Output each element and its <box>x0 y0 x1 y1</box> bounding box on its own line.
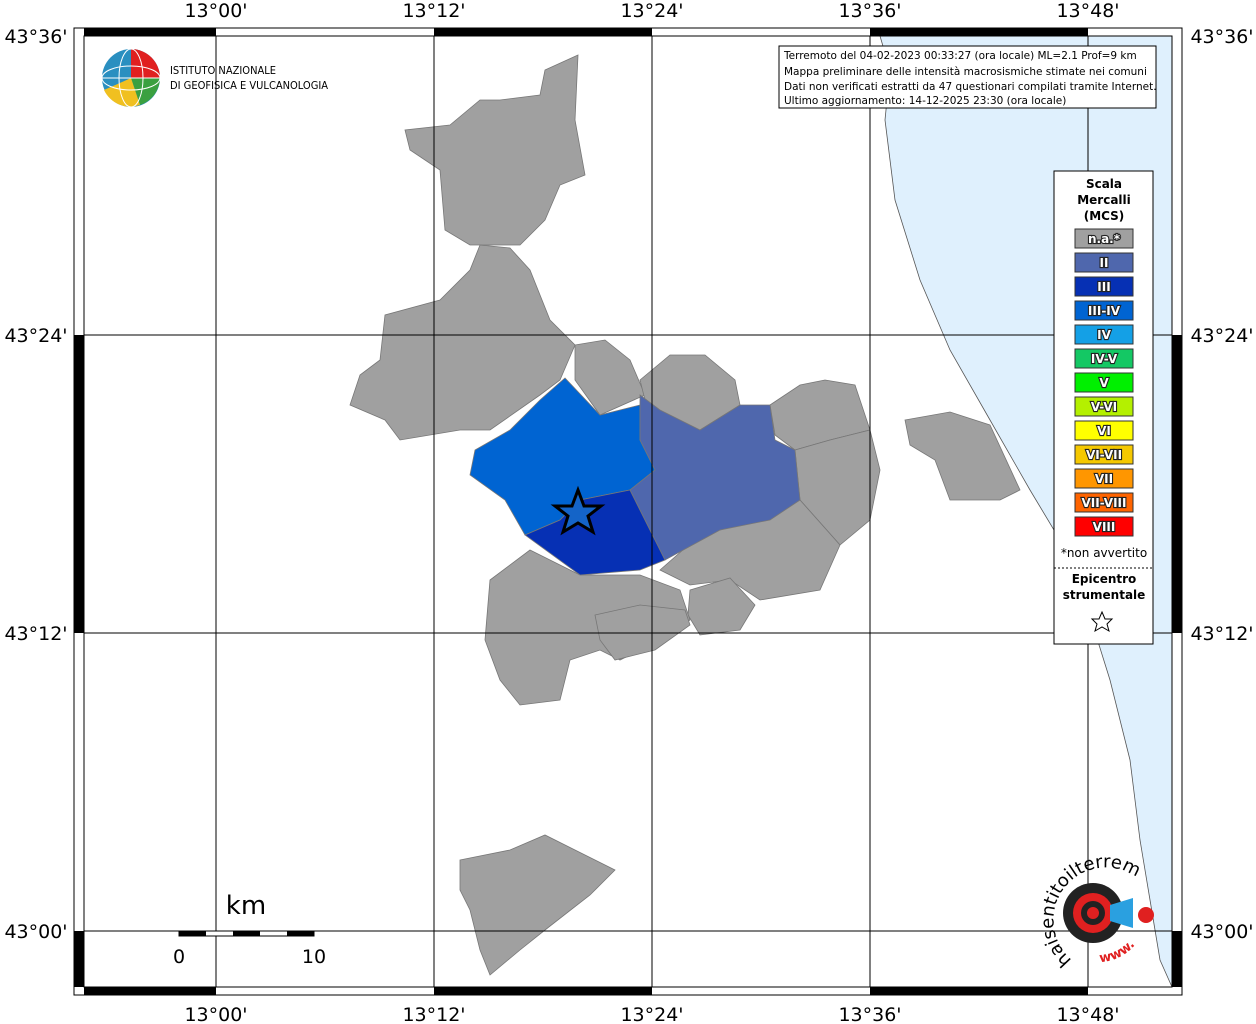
ingv-logo: ISTITUTO NAZIONALE DI GEOFISICA E VULCAN… <box>101 48 328 108</box>
lon-label: 13°12' <box>402 0 465 22</box>
epicenter-marker <box>550 485 606 536</box>
lon-label: 13°36' <box>838 0 901 22</box>
frame <box>73 27 1183 996</box>
lon-label: 13°48' <box>1056 0 1119 22</box>
axis-labels: 13°00' 13°00' 13°12' 13°12' 13°24' 13°24' 13°3… <box>4 0 1253 1024</box>
scale-label: 0 <box>173 946 185 968</box>
lat-label: 43°12' <box>1190 623 1253 645</box>
legend-swatch <box>1074 372 1134 393</box>
legend-note: *non avvertito <box>1061 546 1147 560</box>
legend-swatch <box>1074 276 1134 297</box>
legend-label: III-IV <box>1088 304 1121 318</box>
info-line: Dati non verificati estratti da 47 quest… <box>784 81 1157 93</box>
lon-label: 13°12' <box>402 1004 465 1024</box>
legend-title: (MCS) <box>1084 209 1125 223</box>
legend-label: VI <box>1097 424 1111 438</box>
legend-label: VIII <box>1093 520 1116 534</box>
legend-label: VII <box>1095 472 1113 486</box>
municipality <box>904 411 1021 501</box>
lat-label: 43°00' <box>4 921 67 943</box>
legend-label: IV-V <box>1091 352 1118 366</box>
legend-label: II <box>1100 256 1109 270</box>
legend-swatch <box>1074 252 1134 273</box>
legend-label: III <box>1097 280 1110 294</box>
legend-label: VI-VII <box>1086 448 1122 462</box>
legend-title: Mercalli <box>1077 193 1131 207</box>
info-line: Mappa preliminare delle intensità macros… <box>784 66 1147 78</box>
info-line: Ultimo aggiornamento: 14-12-2025 23:30 (… <box>784 95 1066 107</box>
municipality <box>404 54 586 246</box>
lat-label: 43°36' <box>4 26 67 48</box>
legend-swatch <box>1074 516 1134 537</box>
legend-swatch <box>1074 492 1134 513</box>
lon-label: 13°00' <box>184 0 247 22</box>
scale-bar: km 0 10 <box>173 891 326 968</box>
municipality <box>629 394 801 561</box>
lon-label: 13°48' <box>1056 1004 1119 1024</box>
lon-label: 13°24' <box>620 0 683 22</box>
legend-swatch <box>1074 396 1134 417</box>
legend-swatch <box>1074 420 1134 441</box>
lon-label: 13°24' <box>620 1004 683 1024</box>
municipality <box>459 834 616 976</box>
scale-unit: km <box>226 891 266 921</box>
lon-label: 13°00' <box>184 1004 247 1024</box>
legend-epicenter: strumentale <box>1063 588 1146 602</box>
lat-label: 43°36' <box>1190 26 1253 48</box>
legend: Scala Mercalli (MCS) *non avvertito Epic… <box>1053 170 1154 645</box>
legend-swatch <box>1074 300 1134 321</box>
lat-label: 43°24' <box>1190 325 1253 347</box>
legend-label: V-VI <box>1091 400 1117 414</box>
legend-label: IV <box>1097 328 1111 342</box>
lat-label: 43°24' <box>4 325 67 347</box>
legend-epicenter: Epicentro <box>1072 572 1137 586</box>
info-box: Terremoto del 04-02-2023 00:33:27 (ora l… <box>778 45 1157 109</box>
legend-star <box>1090 610 1114 633</box>
legend-title: Scala <box>1086 177 1122 191</box>
legend-swatch <box>1074 468 1134 489</box>
legend-label: n.a.* <box>1088 232 1121 246</box>
legend-swatch <box>1074 444 1134 465</box>
logo-line: ISTITUTO NAZIONALE <box>170 64 276 77</box>
info-line: Terremoto del 04-02-2023 00:33:27 (ora l… <box>783 50 1137 62</box>
scale-label: 10 <box>302 946 326 968</box>
lon-label: 13°36' <box>838 1004 901 1024</box>
legend-label: VII-VIII <box>1081 496 1126 510</box>
municipalities <box>349 54 1021 976</box>
lat-label: 43°12' <box>4 623 67 645</box>
legend-swatch <box>1074 348 1134 369</box>
logo-line: DI GEOFISICA E VULCANOLOGIA <box>170 79 328 92</box>
municipality <box>349 244 576 441</box>
legend-swatch <box>1074 324 1134 345</box>
legend-swatch <box>1074 228 1134 249</box>
lat-label: 43°00' <box>1190 921 1253 943</box>
municipality <box>484 549 691 706</box>
legend-label: V <box>1099 376 1109 390</box>
